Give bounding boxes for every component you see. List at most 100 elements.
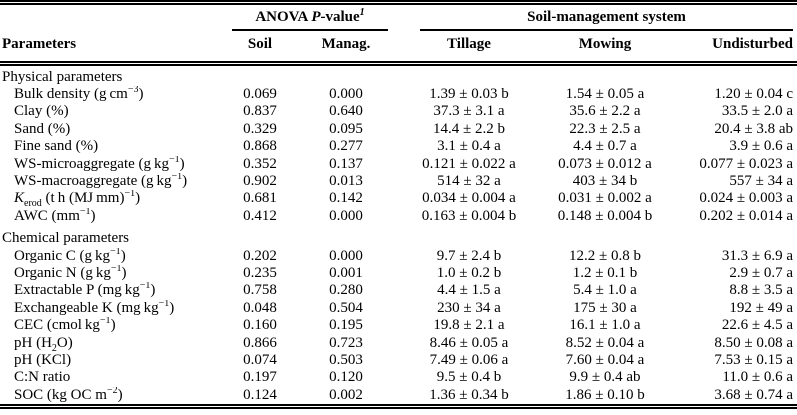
soil-pvalue-cell: 0.160 [243, 317, 277, 334]
parameter-name: C:N ratio [14, 369, 71, 386]
parameters-column-header: Parameters [0, 31, 222, 66]
section-header-row: Physical parameters [0, 63, 797, 86]
manag-pvalue-cell: 0.000 [329, 85, 363, 102]
mowing-value-cell: 1.2 ± 0.1 b [572, 264, 638, 281]
undisturbed-value-cell: 11.0 ± 0.6 a [722, 369, 794, 386]
soil-pvalue-cell: 0.197 [243, 369, 277, 386]
mowing-value-cell: 16.1 ± 1.0 a [569, 317, 641, 334]
manag-pvalue-cell: 0.095 [329, 120, 363, 137]
manag-pvalue-cell: 0.640 [329, 103, 363, 120]
parameter-name: Sand (%) [14, 120, 71, 137]
group-header-row: ANOVA P-value1 Soil-management system [0, 3, 797, 32]
column-header-row: Parameters Soil Manag. Tillage Mowing Un… [0, 31, 797, 66]
undisturbed-value-cell: 8.8 ± 3.5 a [729, 282, 794, 299]
tillage-value-cell: 7.49 ± 0.06 a [429, 352, 509, 368]
tillage-value-cell: 1.39 ± 0.03 b [429, 85, 509, 102]
parameter-name: Organic N (g kg−1) [14, 264, 127, 281]
table-row: Extractable P (mg kg−1) 0.758 0.280 4.4 … [0, 282, 797, 299]
undisturbed-value-cell: 3.68 ± 0.74 a [714, 386, 794, 403]
table-row: SOC (kg OC m−2) 0.124 0.002 1.36 ± 0.34 … [0, 387, 797, 407]
tillage-value-cell: 14.4 ± 2.2 b [433, 120, 505, 137]
soil-pvalue-cell: 0.837 [243, 103, 277, 120]
soil-pvalue-cell: 0.412 [243, 207, 277, 224]
tillage-column-header: Tillage [394, 31, 544, 66]
tillage-value-cell: 1.36 ± 0.34 b [429, 386, 509, 403]
tillage-value-cell: 0.121 ± 0.022 a [422, 155, 516, 172]
undisturbed-value-cell: 192 ± 49 a [729, 299, 794, 316]
manag-pvalue-cell: 0.013 [329, 172, 363, 189]
manag-pvalue-cell: 0.142 [329, 190, 363, 207]
table-row: Sand (%) 0.329 0.095 14.4 ± 2.2 b 22.3 ±… [0, 121, 797, 138]
mowing-value-cell: 8.52 ± 0.04 a [565, 334, 645, 351]
manag-pvalue-cell: 0.723 [329, 334, 363, 351]
parameter-name: Fine sand (%) [14, 138, 99, 155]
manag-pvalue-cell: 0.504 [329, 299, 363, 316]
parameter-name: Extractable P (mg kg−1) [14, 282, 156, 299]
table-row: AWC (mm−1) 0.412 0.000 0.163 ± 0.004 b 0… [0, 208, 797, 225]
section-title: Chemical parameters [2, 230, 130, 247]
undisturbed-value-cell: 31.3 ± 6.9 a [721, 247, 794, 264]
table-row: Bulk density (g cm−3) 0.069 0.000 1.39 ±… [0, 86, 797, 103]
parameter-name: AWC (mm−1) [14, 207, 96, 224]
parameter-name: Clay (%) [14, 103, 69, 120]
table-row: C:N ratio 0.197 0.120 9.5 ± 0.4 b 9.9 ± … [0, 369, 797, 386]
tillage-value-cell: 19.8 ± 2.1 a [433, 317, 505, 334]
tillage-value-cell: 230 ± 34 a [437, 299, 501, 316]
manag-pvalue-cell: 0.000 [329, 247, 363, 264]
anova-group-header: ANOVA P-value1 [222, 3, 394, 32]
tillage-value-cell: 9.7 ± 2.4 b [436, 247, 502, 264]
soil-pvalue-cell: 0.868 [243, 138, 277, 155]
soil-pvalue-cell: 0.866 [243, 334, 277, 351]
undisturbed-value-cell: 0.077 ± 0.023 a [699, 155, 794, 172]
undisturbed-value-cell: 557 ± 34 a [729, 172, 794, 189]
parameter-name: Kerod (t h (MJ mm)−1) [14, 190, 141, 208]
mowing-value-cell: 4.4 ± 0.7 a [573, 138, 637, 155]
soil-column-header: Soil [222, 31, 298, 66]
mowing-value-cell: 175 ± 30 a [573, 299, 637, 316]
mowing-value-cell: 9.9 ± 0.4 ab [569, 369, 641, 386]
table-body: Physical parameters Bulk density (g cm−3… [0, 63, 797, 407]
mowing-value-cell: 0.073 ± 0.012 a [558, 155, 652, 172]
table-row: Clay (%) 0.837 0.640 37.3 ± 3.1 a 35.6 ±… [0, 103, 797, 120]
soil-pvalue-cell: 0.069 [243, 85, 277, 102]
table-header: ANOVA P-value1 Soil-management system Pa… [0, 3, 797, 66]
undisturbed-column-header: Undisturbed [666, 31, 797, 66]
soil-pvalue-cell: 0.048 [243, 299, 277, 316]
parameter-name: WS-microaggregate (g kg−1) [14, 155, 185, 172]
manag-pvalue-cell: 0.280 [329, 282, 363, 299]
mowing-value-cell: 22.3 ± 2.5 a [569, 120, 641, 137]
table-row: Kerod (t h (MJ mm)−1) 0.681 0.142 0.034 … [0, 190, 797, 207]
tillage-value-cell: 3.1 ± 0.4 a [437, 138, 501, 155]
soil-pvalue-cell: 0.329 [243, 120, 277, 137]
table-row: WS-macroaggregate (g kg−1) 0.902 0.013 5… [0, 173, 797, 190]
manag-pvalue-cell: 0.000 [329, 207, 363, 224]
table-row: Organic C (g kg−1) 0.202 0.000 9.7 ± 2.4… [0, 248, 797, 265]
undisturbed-value-cell: 7.53 ± 0.15 a [714, 352, 794, 368]
undisturbed-value-cell: 33.5 ± 2.0 a [721, 103, 794, 120]
mowing-value-cell: 1.54 ± 0.05 a [565, 85, 645, 102]
manag-column-header: Manag. [298, 31, 394, 66]
parameter-name: SOC (kg OC m−2) [14, 386, 123, 403]
mowing-value-cell: 0.148 ± 0.004 b [557, 207, 653, 224]
undisturbed-value-cell: 20.4 ± 3.8 ab [714, 120, 794, 137]
undisturbed-value-cell: 0.024 ± 0.003 a [699, 190, 794, 207]
anova-group-label: ANOVA P-value1 [232, 8, 388, 32]
section-header-row: Chemical parameters [0, 225, 797, 247]
parameter-name: CEC (cmol kg−1) [14, 317, 116, 334]
mowing-value-cell: 5.4 ± 1.0 a [573, 282, 637, 299]
tillage-value-cell: 1.0 ± 0.2 b [436, 264, 502, 281]
parameter-name: Organic C (g kg−1) [14, 247, 126, 264]
soil-pvalue-cell: 0.758 [243, 282, 277, 299]
undisturbed-value-cell: 1.20 ± 0.04 c [714, 85, 794, 102]
parameter-name: WS-macroaggregate (g kg−1) [14, 172, 188, 189]
undisturbed-value-cell: 0.202 ± 0.014 a [699, 207, 794, 224]
manag-pvalue-cell: 0.277 [329, 138, 363, 155]
mowing-value-cell: 12.2 ± 0.8 b [569, 247, 641, 264]
parameter-name: Exchangeable K (mg kg−1) [14, 299, 175, 316]
manag-pvalue-cell: 0.503 [329, 352, 363, 368]
mowing-value-cell: 35.6 ± 2.2 a [569, 103, 641, 120]
table-row: Fine sand (%) 0.868 0.277 3.1 ± 0.4 a 4.… [0, 138, 797, 155]
manag-pvalue-cell: 0.120 [329, 369, 363, 386]
